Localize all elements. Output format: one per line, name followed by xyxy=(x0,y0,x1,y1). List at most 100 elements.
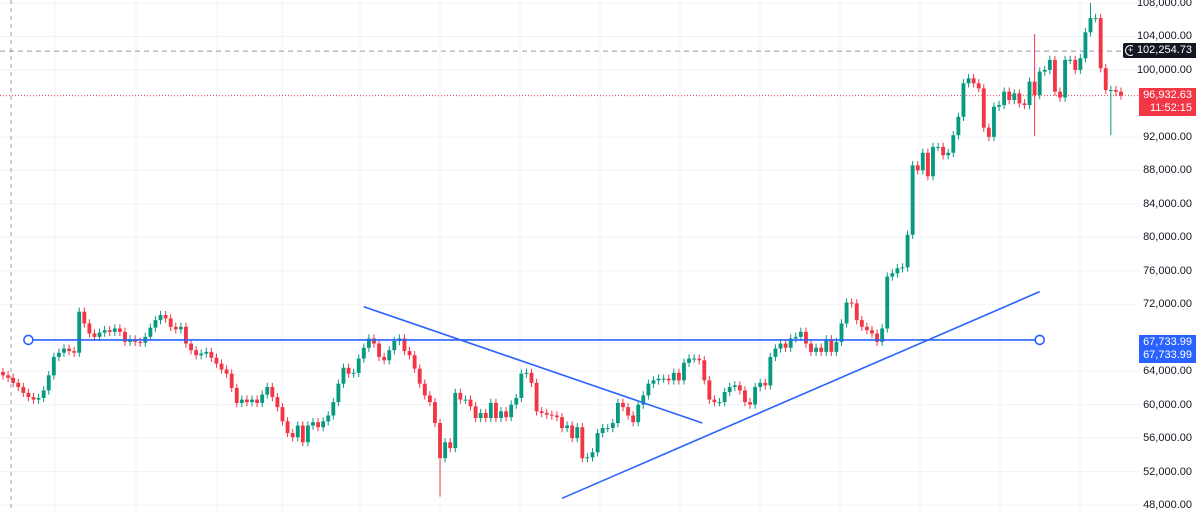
candle-up xyxy=(1093,18,1098,20)
candle-down xyxy=(849,302,854,304)
y-tick-label: 92,000.00 xyxy=(1143,130,1192,143)
candle-down xyxy=(372,338,376,344)
candle-up xyxy=(41,390,46,398)
candle-down xyxy=(529,372,534,383)
candle-up xyxy=(834,341,839,352)
candle-down xyxy=(123,331,127,342)
candle-down xyxy=(184,326,188,344)
candle-down xyxy=(173,326,178,330)
candle-up xyxy=(36,397,41,400)
candle-up xyxy=(519,373,524,398)
candle-down xyxy=(819,347,824,352)
candle-down xyxy=(534,382,539,412)
candle-down xyxy=(986,127,991,137)
line-price-2: 67,733.99 xyxy=(1143,349,1192,361)
candlestick-chart[interactable] xyxy=(0,0,1140,512)
candle-up xyxy=(1012,93,1017,101)
candle-down xyxy=(712,399,717,403)
candle-up xyxy=(260,394,265,403)
candle-down xyxy=(234,387,239,403)
candle-down xyxy=(82,311,87,324)
candle-down xyxy=(16,382,21,388)
candle-down xyxy=(229,373,234,388)
candle-up xyxy=(753,387,758,405)
candle-up xyxy=(788,338,793,348)
candle-down xyxy=(697,358,702,361)
candle-down xyxy=(539,411,544,413)
candle-down xyxy=(300,425,305,443)
candle-down xyxy=(458,392,463,400)
candle-up xyxy=(595,433,600,453)
candle-up xyxy=(463,399,468,401)
y-tick-label: 48,000.00 xyxy=(1143,499,1192,512)
candle-up xyxy=(682,362,686,381)
candle-up xyxy=(392,341,397,351)
candle-down xyxy=(483,412,488,419)
candle-up xyxy=(178,326,183,330)
candle-up xyxy=(199,353,204,356)
candle-down xyxy=(1032,81,1037,96)
candle-up xyxy=(727,387,732,393)
ascending-trendline xyxy=(561,290,1041,500)
candle-up xyxy=(992,106,996,137)
candle-down xyxy=(707,380,712,400)
candle-down xyxy=(621,402,625,408)
candle-up xyxy=(997,105,1001,107)
last-price-label: 96,932.63 11:52:15 xyxy=(1139,88,1196,116)
candle-up xyxy=(453,392,458,449)
candle-up xyxy=(311,422,315,426)
candle-down xyxy=(138,341,143,343)
candle-down xyxy=(1,371,5,376)
candle-up xyxy=(722,392,727,403)
candle-up xyxy=(880,328,885,342)
candle-down xyxy=(803,331,808,344)
y-tick-label: 100,000.00 xyxy=(1136,63,1192,76)
candle-down xyxy=(448,442,453,449)
candle-down xyxy=(783,343,788,348)
candle-down xyxy=(737,385,742,391)
candle-down xyxy=(6,375,11,378)
candle-up xyxy=(1063,59,1068,98)
candle-up xyxy=(51,356,56,376)
candle-down xyxy=(875,333,880,342)
candle-down xyxy=(763,382,768,386)
candle-down xyxy=(1017,93,1022,104)
candle-up xyxy=(295,425,300,438)
candle-down xyxy=(224,369,229,374)
candle-down xyxy=(407,351,412,356)
candle-up xyxy=(590,452,595,458)
candle-up xyxy=(839,323,844,342)
candle-up xyxy=(509,404,514,418)
candle-up xyxy=(77,311,82,353)
descending-trendline xyxy=(363,305,703,424)
candle-down xyxy=(1022,103,1027,106)
candle-up xyxy=(814,347,819,352)
candle-down xyxy=(971,78,976,84)
candle-up xyxy=(585,457,590,459)
candle-up xyxy=(204,351,209,354)
candle-down xyxy=(417,368,422,384)
candle-down xyxy=(981,88,986,128)
candle-up xyxy=(1002,91,1007,106)
candle-down xyxy=(72,351,77,353)
candle-up xyxy=(844,302,849,324)
candle-down xyxy=(280,407,285,422)
y-tick-label: 104,000.00 xyxy=(1136,30,1192,43)
candle-up xyxy=(265,387,270,395)
candle-down xyxy=(748,402,752,405)
candle-up xyxy=(641,395,646,405)
candle-down xyxy=(554,415,559,418)
candle-up xyxy=(387,350,392,361)
candle-up xyxy=(1042,69,1047,72)
candle-down xyxy=(549,414,554,416)
candle-up xyxy=(97,332,102,337)
line-handle-right xyxy=(1034,334,1045,346)
candle-down xyxy=(1113,90,1118,92)
candle-down xyxy=(433,402,437,424)
candle-down xyxy=(976,83,981,89)
y-tick-label: 52,000.00 xyxy=(1143,465,1192,478)
candle-down xyxy=(67,348,71,352)
candle-down xyxy=(1103,68,1108,91)
candle-down xyxy=(92,333,97,337)
candle-down xyxy=(189,343,193,351)
